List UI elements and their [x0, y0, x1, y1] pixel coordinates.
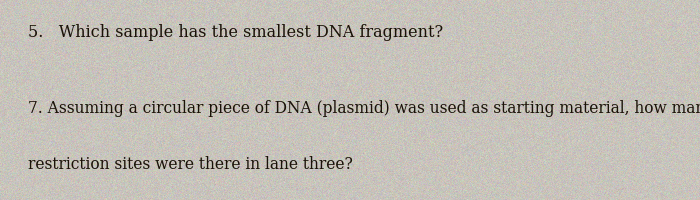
- Text: 5.   Which sample has the smallest DNA fragment?: 5. Which sample has the smallest DNA fra…: [28, 24, 443, 41]
- Text: restriction sites were there in lane three?: restriction sites were there in lane thr…: [28, 156, 353, 173]
- Text: 7. Assuming a circular piece of DNA (plasmid) was used as starting material, how: 7. Assuming a circular piece of DNA (pla…: [28, 100, 700, 117]
